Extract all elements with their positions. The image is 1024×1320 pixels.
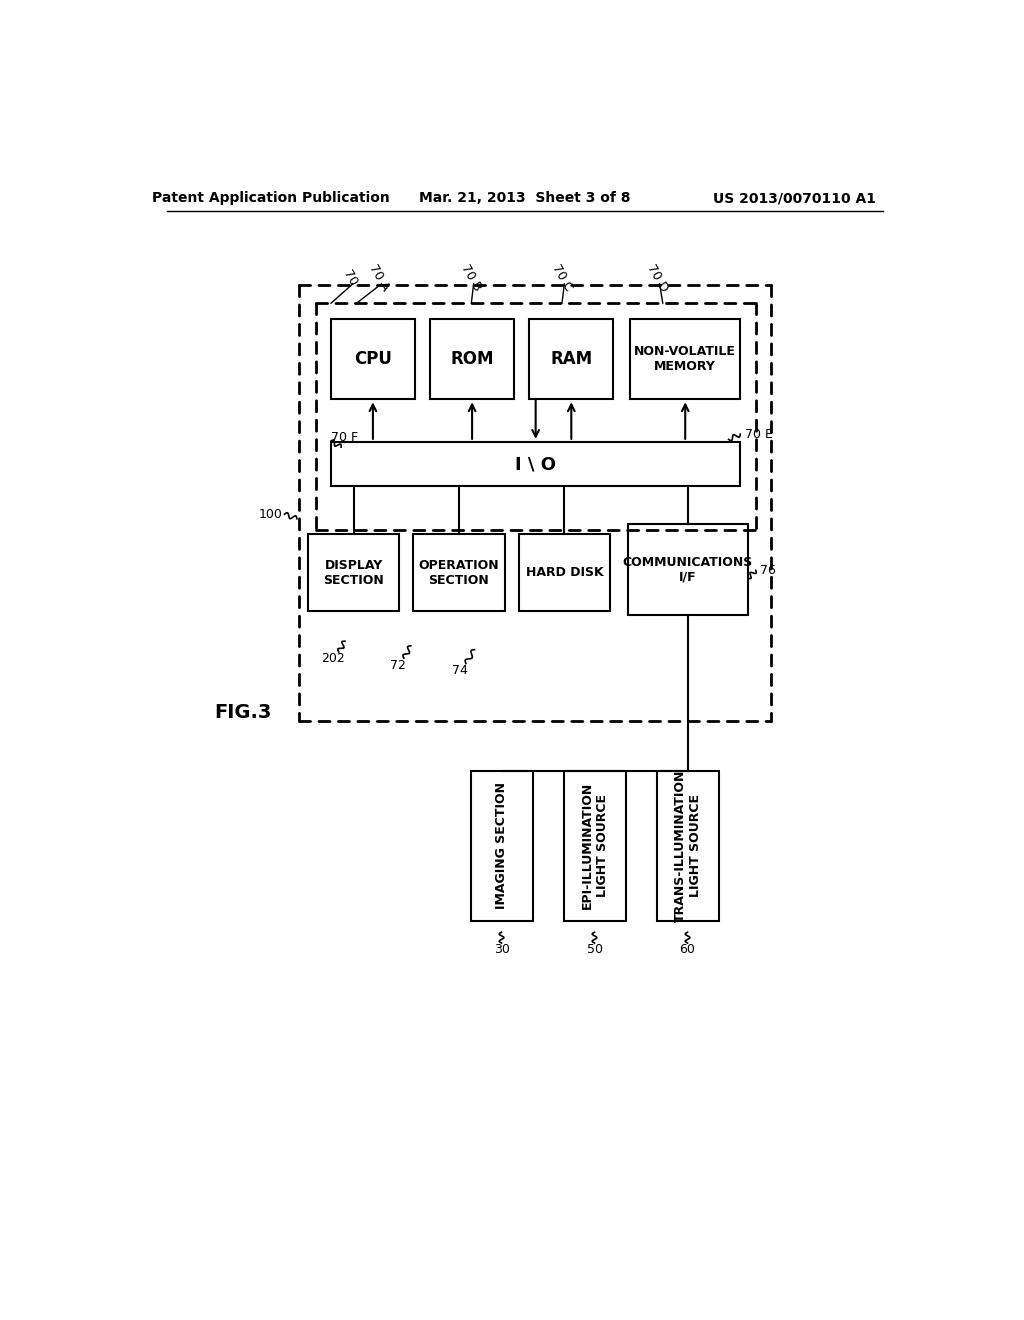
Text: COMMUNICATIONS
I/F: COMMUNICATIONS I/F [623,556,753,583]
Text: 70 A: 70 A [367,263,392,293]
Text: 202: 202 [322,652,345,665]
Text: US 2013/0070110 A1: US 2013/0070110 A1 [713,191,876,206]
Text: IMAGING SECTION: IMAGING SECTION [495,783,508,909]
Text: 74: 74 [452,664,468,677]
Bar [630,318,740,400]
Text: OPERATION
SECTION: OPERATION SECTION [419,558,500,586]
Text: 70 D: 70 D [644,261,671,294]
Bar [331,318,415,400]
Bar [563,771,626,921]
Bar [628,524,748,615]
Bar [430,318,514,400]
Bar [656,771,719,921]
Bar [529,318,613,400]
Text: 70 B: 70 B [459,263,484,293]
Bar [331,442,740,487]
Text: RAM: RAM [550,350,592,368]
Text: ROM: ROM [451,350,494,368]
Text: TRANS-ILLUMINATION
LIGHT SOURCE: TRANS-ILLUMINATION LIGHT SOURCE [674,770,701,921]
Text: 76: 76 [760,564,775,577]
Text: NON-VOLATILE
MEMORY: NON-VOLATILE MEMORY [634,345,736,374]
Bar [518,535,610,611]
Text: 70 C: 70 C [549,263,574,293]
Text: DISPLAY
SECTION: DISPLAY SECTION [324,558,384,586]
Text: 70 F: 70 F [331,432,358,445]
Text: 70: 70 [341,268,360,288]
Text: 60: 60 [680,944,695,957]
Text: Patent Application Publication: Patent Application Publication [153,191,390,206]
Text: 50: 50 [587,944,602,957]
Text: EPI-ILLUMINATION
LIGHT SOURCE: EPI-ILLUMINATION LIGHT SOURCE [581,781,608,909]
Text: 100: 100 [259,508,283,520]
Text: CPU: CPU [354,350,392,368]
Bar [414,535,505,611]
Bar [308,535,399,611]
Text: I \ O: I \ O [515,455,556,473]
Text: 70 E: 70 E [744,428,773,441]
Text: 72: 72 [390,659,406,672]
Text: HARD DISK: HARD DISK [525,566,603,579]
Text: FIG.3: FIG.3 [214,704,271,722]
Text: 30: 30 [494,944,510,957]
Bar [471,771,532,921]
Text: Mar. 21, 2013  Sheet 3 of 8: Mar. 21, 2013 Sheet 3 of 8 [419,191,631,206]
